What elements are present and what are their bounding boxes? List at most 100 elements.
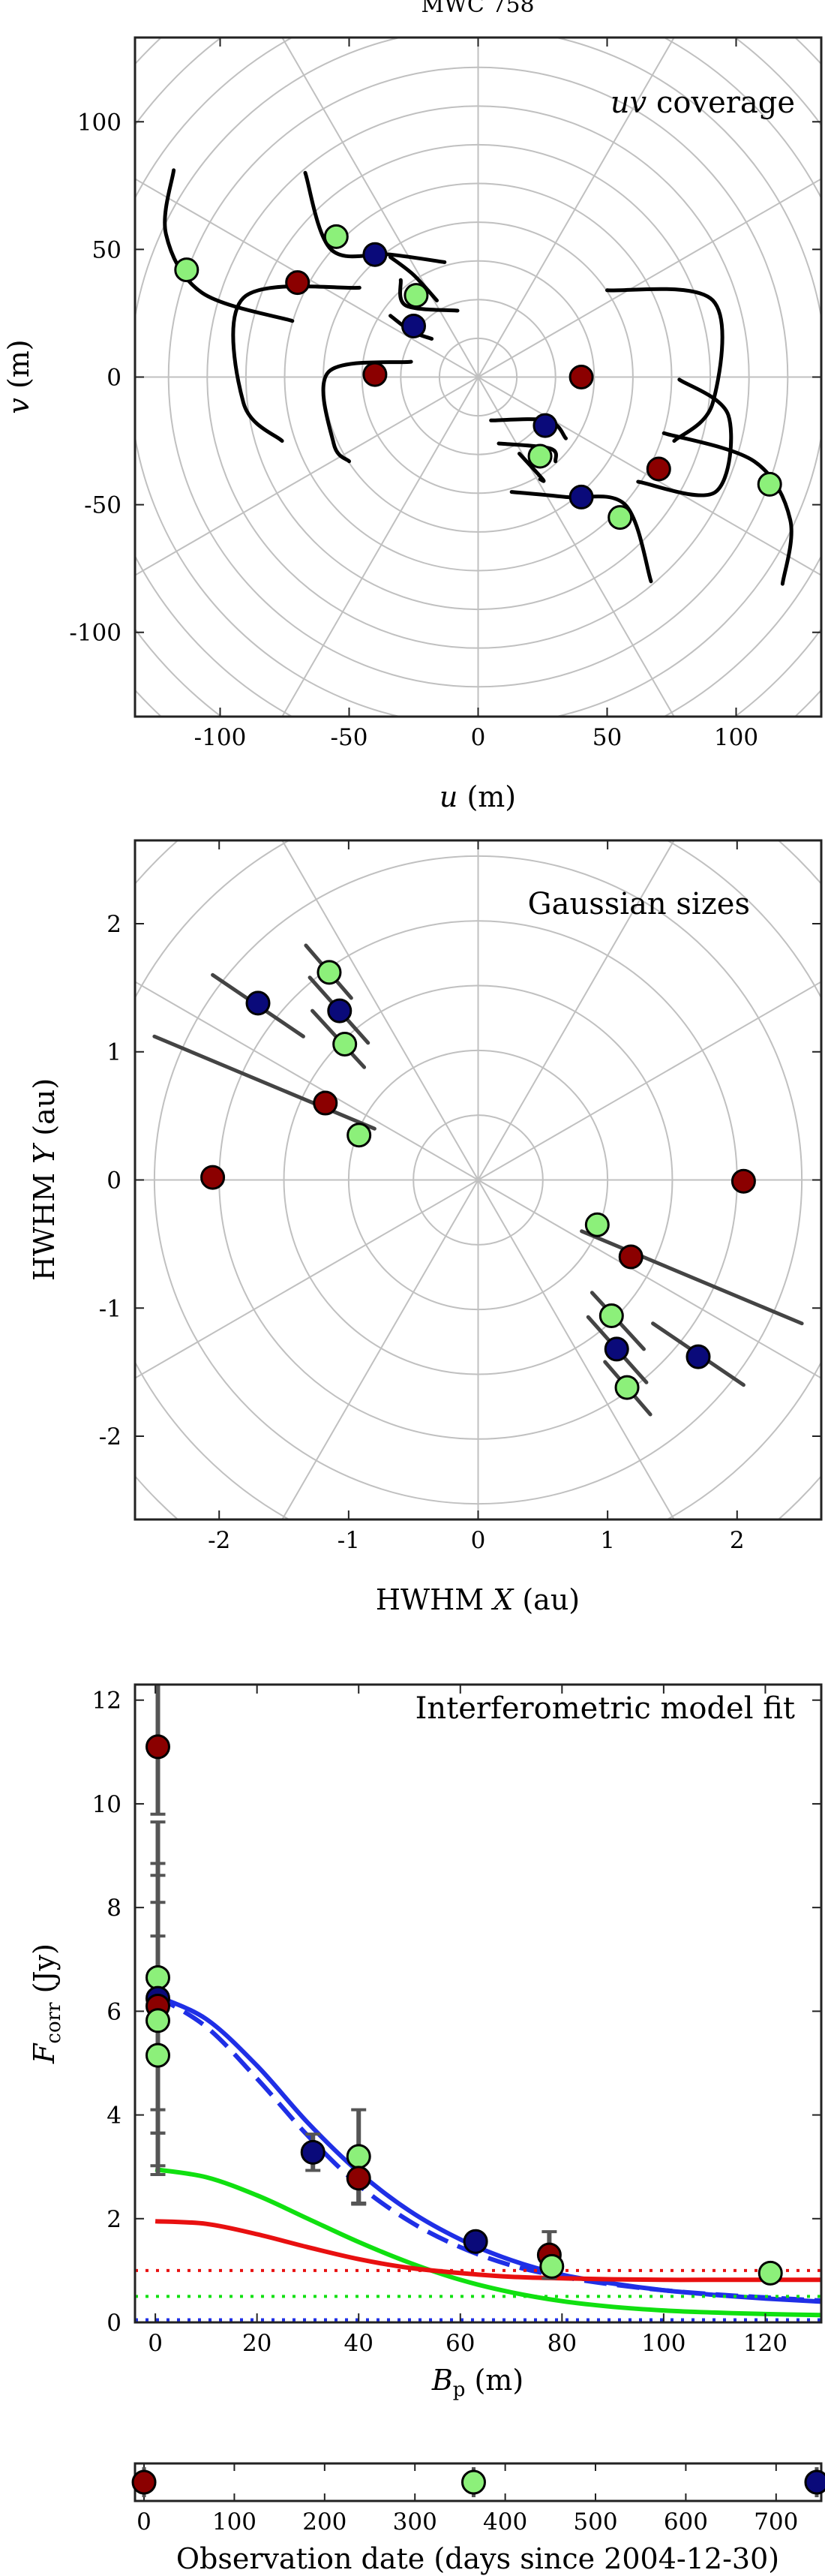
model-fit-point — [146, 1964, 170, 1990]
gaussian-grid-spoke — [135, 981, 479, 1181]
gaussian-polar-grid — [135, 840, 821, 1519]
model-fit-curve-solid-fit_red — [154, 2219, 821, 2283]
uv-x-tick-label: 100 — [714, 724, 758, 751]
gaussian-grid-spoke — [477, 1180, 675, 1519]
gaussian-x-tick-label: -1 — [338, 1527, 360, 1554]
model-fit-y-tick-label: 10 — [92, 1791, 122, 1818]
uv-grid-spoke — [281, 38, 479, 377]
model-fit-point — [463, 2229, 488, 2254]
uv-track — [388, 255, 439, 302]
uv-grid-spoke — [135, 376, 479, 576]
uv-point — [608, 505, 633, 531]
dates-point — [131, 2469, 157, 2495]
uv-y-tick-label: 0 — [106, 365, 122, 392]
gaussian-point — [618, 1244, 644, 1270]
gaussian-x-tick-label: 1 — [600, 1527, 615, 1554]
uv-point — [527, 443, 553, 469]
model-fit-panel: 0 20 40 60 80 100 120 0 2 4 6 8 10 12 Interferometric… — [28, 1683, 823, 2401]
gaussian-grid-spoke — [477, 981, 821, 1181]
model-fit-ticks: 0 20 40 60 80 100 120 0 2 4 6 8 10 12 — [92, 1685, 821, 2357]
model-fit-panel-title: Interferometric model fit — [416, 1691, 795, 1726]
gaussian-point — [327, 998, 352, 1023]
model-fit-y-tick-label: 8 — [106, 1895, 122, 1922]
gaussian-grid-spoke — [135, 1179, 479, 1379]
gaussian-point — [346, 1123, 372, 1148]
gaussian-x-tick-label: 2 — [730, 1527, 745, 1554]
gaussian-point — [598, 1303, 624, 1328]
gaussian-x-tick-label: 0 — [471, 1527, 486, 1554]
model-fit-y-tick-label: 4 — [106, 2103, 122, 2130]
uv-y-tick-label: 100 — [77, 109, 122, 136]
uv-y-tick-label: 50 — [92, 236, 122, 263]
model-fit-x-tick-label: 120 — [743, 2330, 788, 2357]
uv-points — [174, 224, 782, 531]
uv-panel-title: uv coverage — [610, 86, 795, 120]
gaussian-point — [604, 1336, 629, 1362]
model-fit-x-tick-label: 20 — [242, 2330, 272, 2357]
uv-y-axis-label: v (m) — [2, 339, 35, 413]
uv-point — [532, 413, 558, 438]
uv-x-tick-label: 50 — [592, 724, 622, 751]
model-fit-point — [346, 2166, 371, 2191]
gaussian-point — [245, 990, 271, 1016]
gaussian-point — [200, 1165, 226, 1190]
gaussian-y-tick-label: 1 — [106, 1039, 122, 1066]
gaussian-y-axis-label: HWHM Y (au) — [28, 1078, 61, 1281]
uv-track — [636, 377, 734, 497]
gaussian-point — [316, 960, 342, 985]
model-fit-x-tick-label: 100 — [641, 2330, 686, 2357]
uv-y-tick-label: -50 — [84, 492, 122, 519]
uv-grid-spoke — [281, 377, 479, 717]
uv-x-tick-label: -50 — [331, 724, 368, 751]
model-fit-x-axis-label: Bp (m) — [431, 2364, 524, 2401]
uv-ticks: -100 -50 0 50 100 -100 -50 0 50 100 — [69, 38, 821, 751]
uv-point — [646, 456, 671, 482]
gaussian-y-tick-label: 2 — [106, 911, 122, 938]
dates-x-tick-label: 400 — [483, 2508, 527, 2535]
model-fit-points — [146, 1734, 783, 2286]
dates-x-tick-label: 300 — [393, 2508, 437, 2535]
uv-point — [757, 471, 782, 497]
uv-track — [496, 441, 559, 464]
dates-x-axis-label: Observation date (days since 2004-12-30) — [176, 2542, 779, 2575]
dates-points — [131, 2467, 825, 2497]
gaussian-y-tick-label: -1 — [99, 1295, 122, 1322]
uv-point — [404, 283, 429, 308]
gaussian-panel-title: Gaussian sizes — [528, 887, 750, 921]
uv-point — [323, 224, 349, 249]
gaussian-point — [730, 1168, 756, 1194]
dates-point — [460, 2469, 486, 2495]
model-fit-y-tick-label: 6 — [106, 1998, 122, 2025]
gaussian-point — [584, 1212, 610, 1237]
gaussian-y-tick-label: -2 — [99, 1423, 122, 1450]
model-fit-curve-solid-fit_blue — [154, 1993, 821, 2304]
gaussian-y-tick-label: 0 — [106, 1168, 122, 1195]
uv-y-tick-label: -100 — [69, 620, 122, 647]
gaussian-grid-spoke — [477, 1179, 821, 1379]
gaussian-point — [332, 1032, 358, 1057]
model-fit-point — [300, 2139, 326, 2165]
model-fit-y-tick-label: 2 — [106, 2206, 122, 2233]
uv-coverage-panel: -100 -50 0 50 100 -100 -50 0 50 100 uv coverage u… — [2, 36, 823, 813]
dates-ticks: 0 100 200 300 400 500 600 700 — [136, 2463, 798, 2535]
gaussian-point — [614, 1375, 640, 1400]
uv-grid-spoke — [477, 38, 675, 378]
dates-x-tick-label: 200 — [302, 2508, 346, 2535]
observation-dates-panel: 0 100 200 300 400 500 600 700 Observation date … — [131, 2462, 825, 2575]
dates-point — [804, 2469, 825, 2495]
gaussian-grid-spoke — [477, 840, 675, 1180]
uv-point — [568, 365, 594, 389]
model-fit-curve-solid-fit_green — [154, 2167, 821, 2318]
dates-x-tick-label: 700 — [754, 2508, 798, 2535]
figure-title: MWC 758 — [421, 0, 534, 18]
model-fit-x-tick-label: 40 — [344, 2330, 373, 2357]
model-fit-point — [758, 2260, 783, 2286]
uv-polar-grid — [135, 38, 821, 717]
model-fit-axes-box — [134, 1683, 823, 2324]
uv-track — [605, 287, 724, 443]
gaussian-point — [313, 1090, 338, 1116]
model-fit-point — [146, 2008, 170, 2033]
uv-track — [509, 490, 653, 584]
uv-point — [174, 257, 200, 283]
